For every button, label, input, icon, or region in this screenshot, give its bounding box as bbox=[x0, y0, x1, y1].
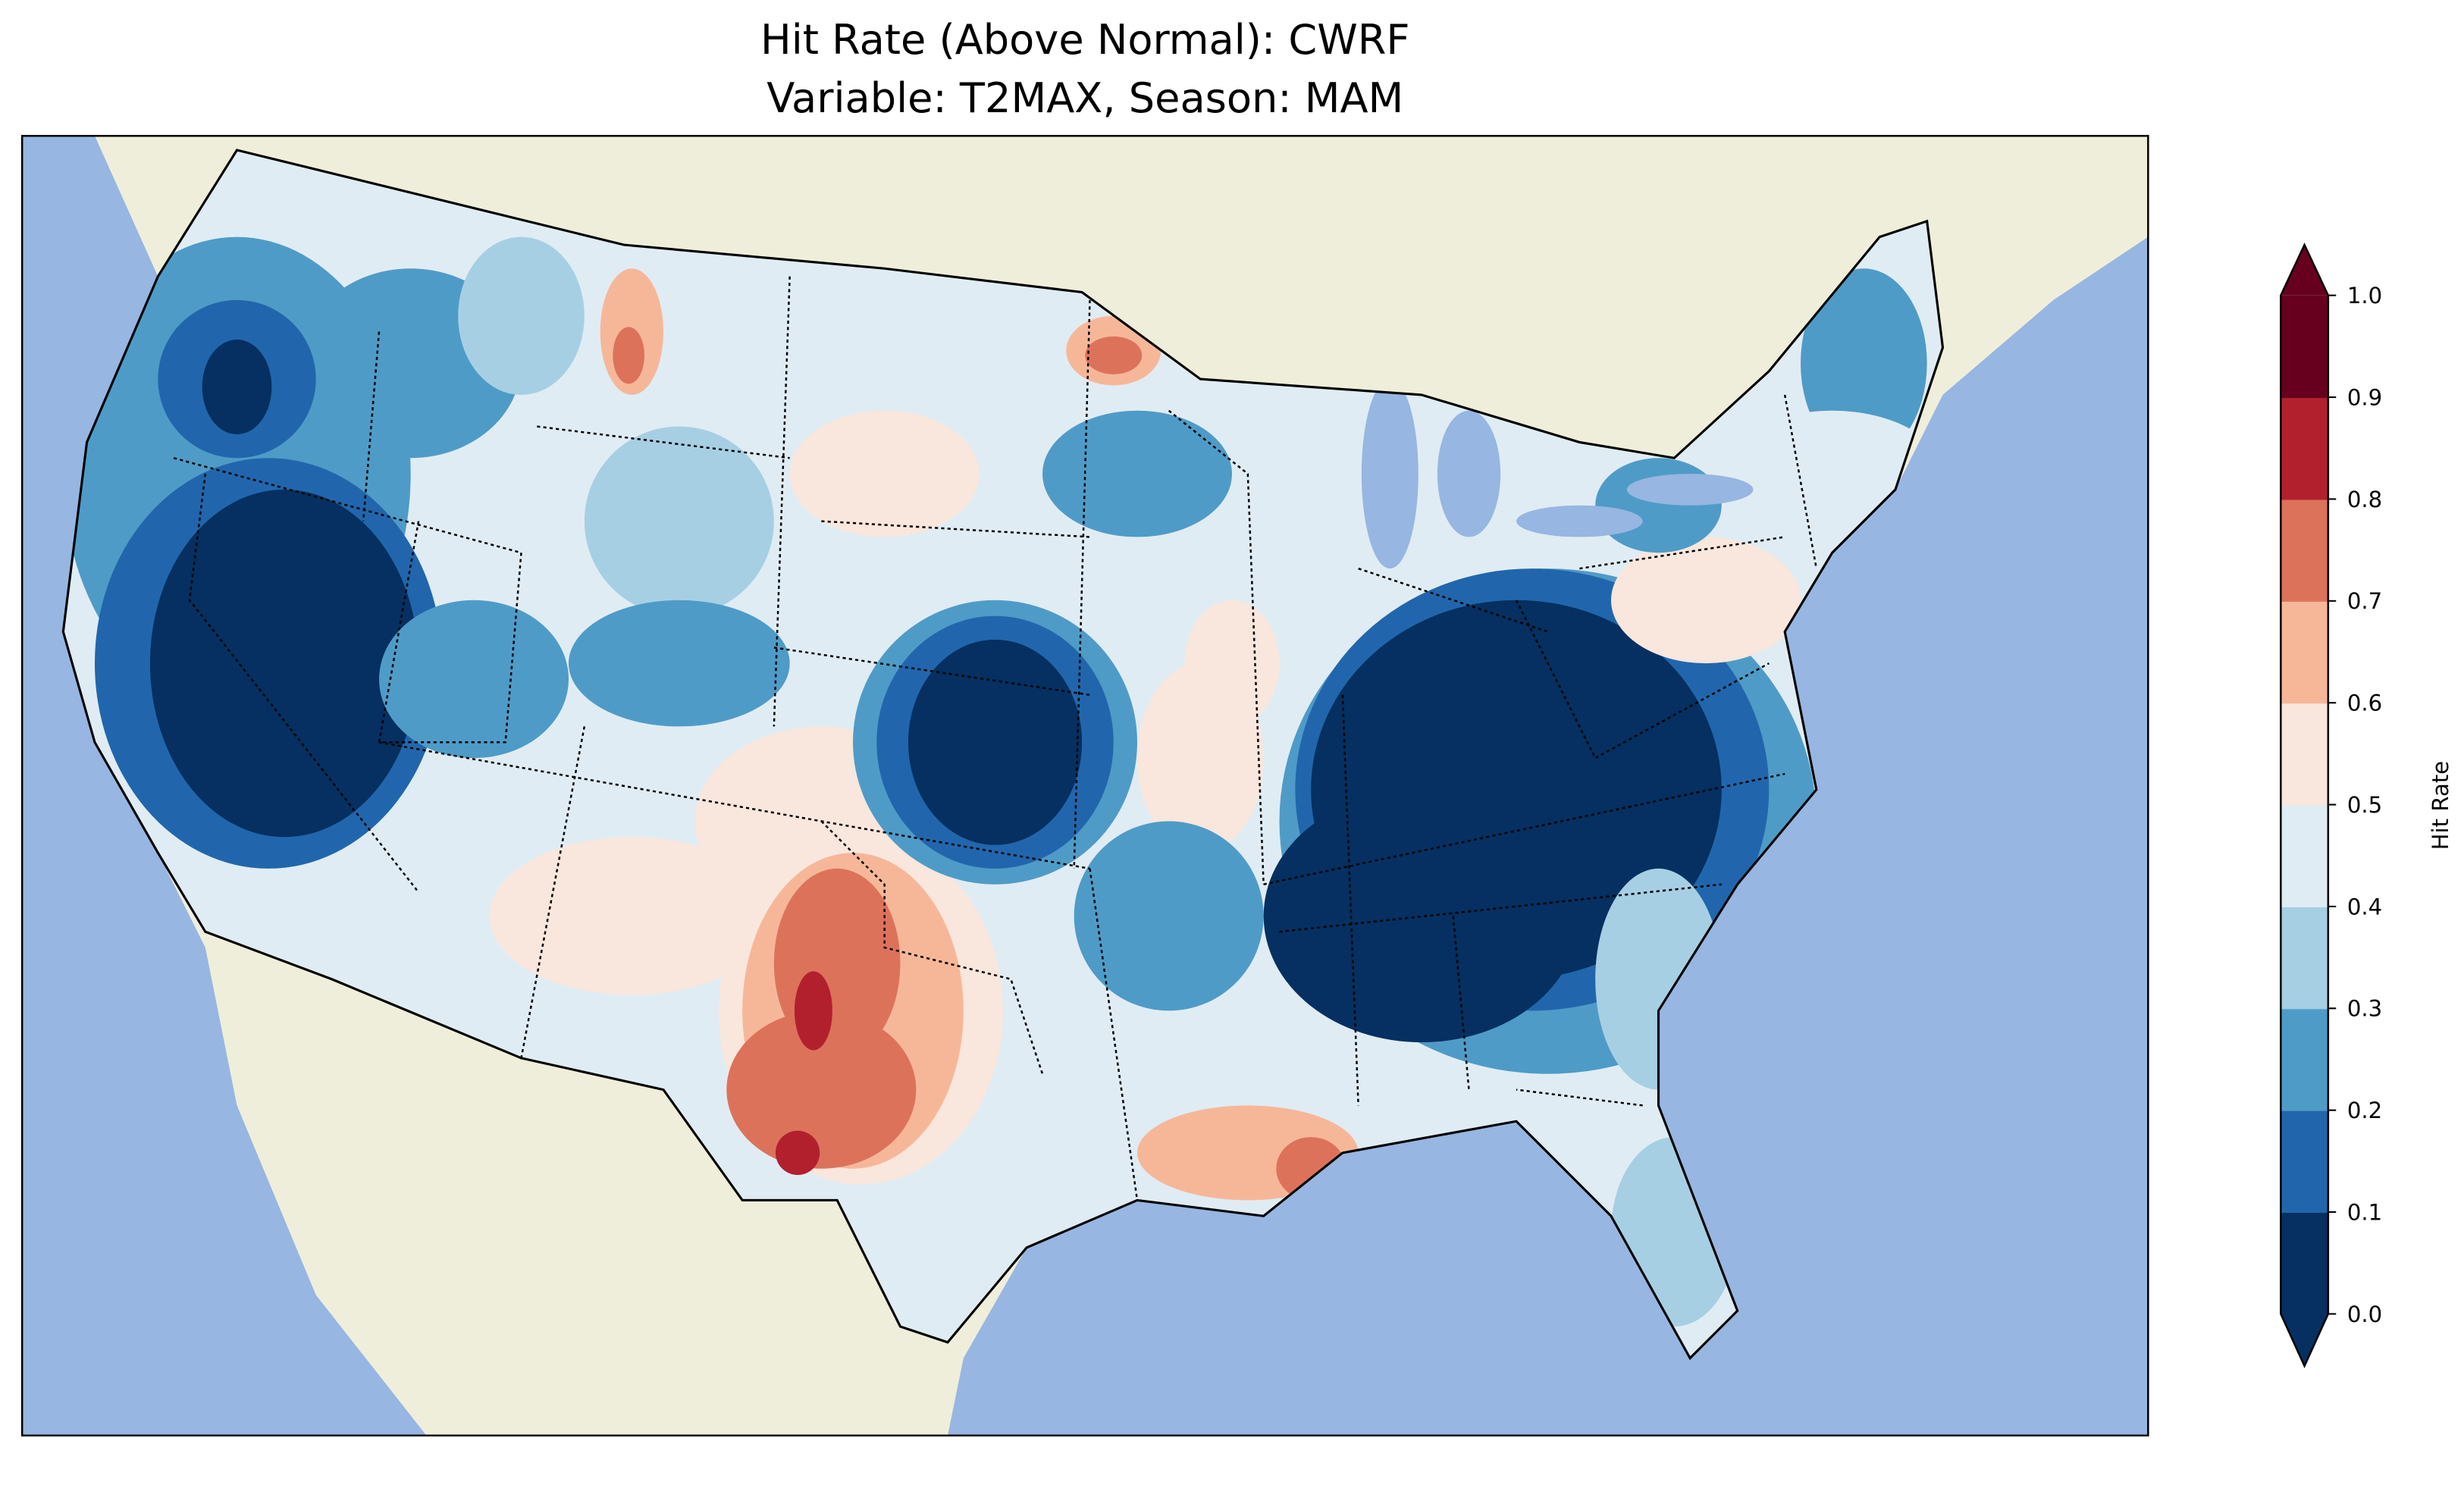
hit-rate-region bbox=[202, 340, 272, 434]
hit-rate-region bbox=[1184, 600, 1280, 727]
colorbar-segment bbox=[2281, 1110, 2328, 1214]
colorbar-tick-label: 0.0 bbox=[2347, 1301, 2382, 1327]
great-lake bbox=[1626, 474, 1754, 506]
hit-rate-region bbox=[726, 1010, 917, 1169]
hit-rate-region bbox=[1595, 458, 1722, 553]
title-line-2: Variable: T2MAX, Season: MAM bbox=[766, 74, 1403, 122]
state-border bbox=[1341, 694, 1359, 1106]
great-lake bbox=[1361, 379, 1419, 569]
state-border bbox=[1515, 600, 1770, 760]
map-axes bbox=[22, 136, 2149, 1436]
colorbar-segment bbox=[2281, 1212, 2328, 1315]
state-border bbox=[821, 520, 1090, 538]
colorbar-segment bbox=[2281, 397, 2328, 500]
state-border bbox=[1452, 916, 1470, 1090]
state-borders bbox=[173, 276, 1818, 1201]
hit-rate-region bbox=[1085, 336, 1143, 374]
state-border bbox=[1263, 772, 1785, 885]
state-border bbox=[1358, 567, 1549, 633]
state-border bbox=[773, 647, 1090, 696]
state-border bbox=[1783, 394, 1818, 569]
hit-rate-region bbox=[1263, 789, 1580, 1043]
title-line-1: Hit Rate (Above Normal): CWRF bbox=[760, 16, 1410, 64]
state-border bbox=[1168, 409, 1265, 885]
state-border bbox=[1579, 536, 1785, 570]
hit-rate-region bbox=[584, 426, 774, 616]
colorbar-segment bbox=[2281, 600, 2328, 704]
colorbar-tick-label: 0.1 bbox=[2347, 1199, 2382, 1225]
colorbar-segment bbox=[2281, 1008, 2328, 1111]
colorbar-extend-max bbox=[2281, 245, 2328, 296]
colorbar-tick-label: 0.7 bbox=[2347, 588, 2382, 614]
hit-rate-region bbox=[149, 489, 419, 838]
colorbar: 0.0 0.1 0.2 0.3 0.4 0.5 0.6 0.7 0.8 0.9 1.0 bbox=[2280, 243, 2382, 1369]
state-border bbox=[1073, 299, 1091, 869]
colorbar-segment bbox=[2281, 906, 2328, 1010]
colorbar-tick-label: 0.5 bbox=[2347, 792, 2382, 818]
hit-rate-region bbox=[569, 600, 790, 727]
state-border bbox=[1089, 868, 1139, 1201]
colorbar-segment bbox=[2281, 295, 2328, 399]
colorbar-tick-label: 0.6 bbox=[2347, 691, 2382, 716]
colorbar-tick-label: 0.4 bbox=[2347, 894, 2382, 919]
state-border bbox=[188, 473, 420, 893]
hit-rate-region bbox=[458, 236, 585, 395]
colorbar-segment bbox=[2281, 804, 2328, 907]
colorbar-tick-label: 0.8 bbox=[2347, 487, 2382, 512]
state-border bbox=[1279, 883, 1722, 933]
colorbar-tick-label: 0.9 bbox=[2347, 384, 2382, 410]
colorbar-label: Hit Rate bbox=[2428, 761, 2453, 850]
great-lake bbox=[1437, 410, 1501, 537]
colorbar-tick-label: 0.2 bbox=[2347, 1098, 2382, 1123]
state-border bbox=[1516, 1088, 1643, 1107]
hit-rate-region bbox=[379, 600, 569, 759]
hit-rate-region bbox=[794, 971, 832, 1051]
state-border bbox=[773, 276, 791, 727]
hit-rate-region bbox=[1042, 410, 1232, 537]
state-border bbox=[362, 331, 381, 521]
state-border bbox=[820, 820, 1044, 1075]
map-frame bbox=[20, 135, 2149, 1437]
hit-rate-region bbox=[613, 327, 644, 384]
us-outline bbox=[61, 149, 1945, 1361]
hit-rate-region bbox=[789, 410, 980, 537]
hit-rate-region bbox=[908, 639, 1083, 845]
colorbar-tick-label: 0.3 bbox=[2347, 996, 2382, 1022]
state-border bbox=[537, 425, 790, 459]
colorbar-extend-min bbox=[2281, 1314, 2328, 1367]
colorbar-segment bbox=[2281, 499, 2328, 602]
hit-rate-region bbox=[489, 837, 774, 995]
hit-rate-region bbox=[775, 1130, 820, 1176]
great-lake bbox=[1516, 505, 1643, 537]
colorbar-tick-label: 1.0 bbox=[2347, 283, 2382, 309]
colorbar-segment bbox=[2281, 703, 2328, 806]
state-border bbox=[379, 553, 522, 744]
hit-rate-region bbox=[1074, 821, 1264, 1011]
hit-rate-region bbox=[1611, 537, 1801, 664]
